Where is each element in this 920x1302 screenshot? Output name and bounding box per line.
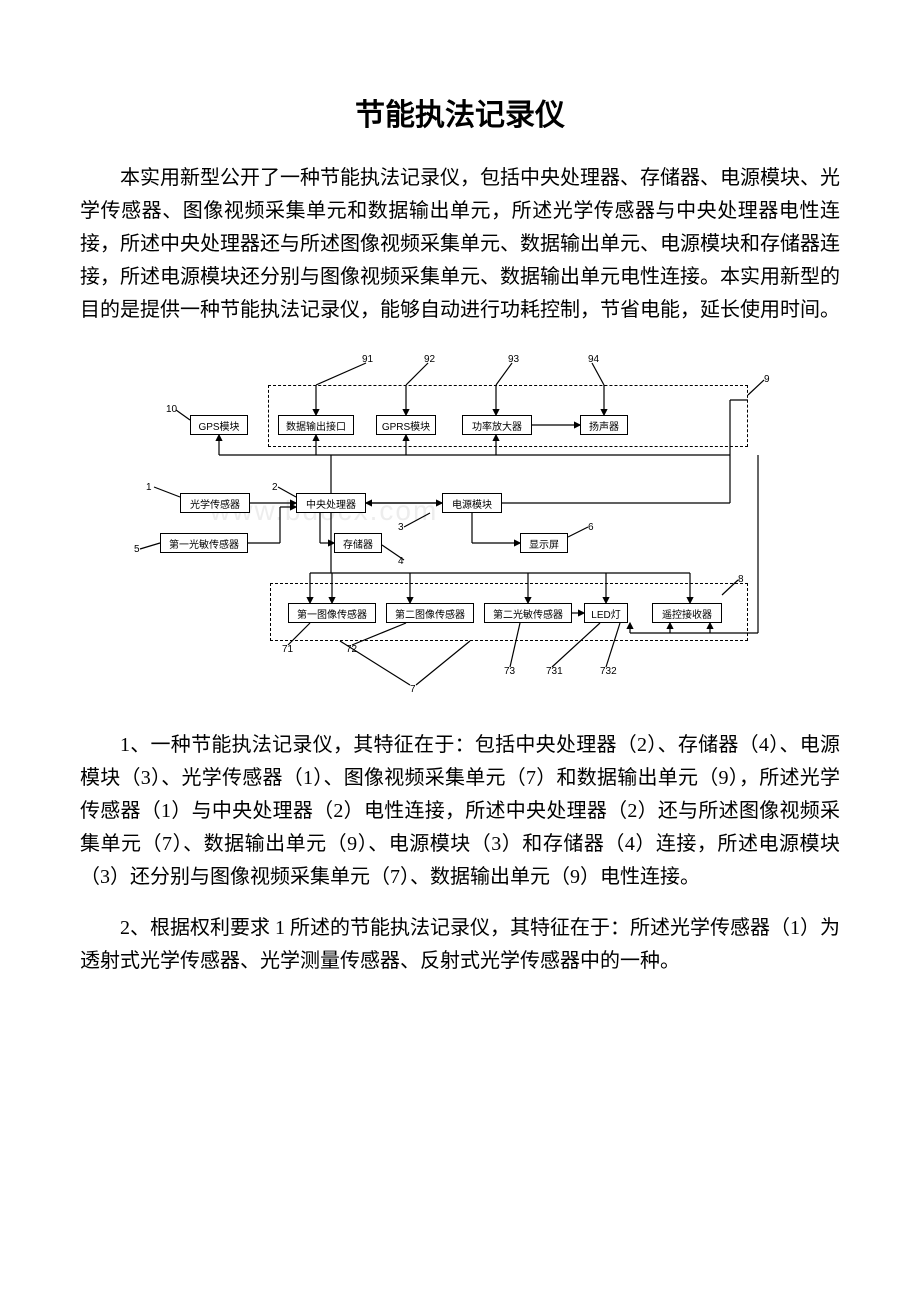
ref-93: 93 xyxy=(508,355,519,365)
abstract-paragraph: 本实用新型公开了一种节能执法记录仪，包括中央处理器、存储器、电源模块、光学传感器… xyxy=(80,162,840,327)
node-spk: 扬声器 xyxy=(580,415,628,435)
ref-7: 7 xyxy=(410,685,416,695)
ref-4: 4 xyxy=(398,557,404,567)
ref-1: 1 xyxy=(146,483,152,493)
node-photo1: 第一光敏传感器 xyxy=(160,533,248,553)
node-img1: 第一图像传感器 xyxy=(288,603,376,623)
ref-10: 10 xyxy=(166,405,177,415)
ref-94: 94 xyxy=(588,355,599,365)
node-gps: GPS模块 xyxy=(190,415,248,435)
node-store: 存储器 xyxy=(334,533,382,553)
ref-6: 6 xyxy=(588,523,594,533)
node-power: 电源模块 xyxy=(442,493,502,513)
node-img2: 第二图像传感器 xyxy=(386,603,474,623)
ref-731: 731 xyxy=(546,667,563,677)
ref-9: 9 xyxy=(764,375,770,385)
node-disp: 显示屏 xyxy=(520,533,568,553)
ref-8: 8 xyxy=(738,575,744,585)
ref-73: 73 xyxy=(504,667,515,677)
ref-5: 5 xyxy=(134,545,140,555)
ref-91: 91 xyxy=(362,355,373,365)
node-dataout: 数据输出接口 xyxy=(278,415,354,435)
ref-2: 2 xyxy=(272,483,278,493)
node-optical: 光学传感器 xyxy=(180,493,250,513)
claim-2: 2、根据权利要求 1 所述的节能执法记录仪，其特征在于：所述光学传感器（1）为透… xyxy=(80,912,840,978)
node-amp: 功率放大器 xyxy=(462,415,532,435)
node-gprs: GPRS模块 xyxy=(376,415,436,435)
node-photo2: 第二光敏传感器 xyxy=(484,603,572,623)
block-diagram: www.bdocx.com GPS模块 数据输出接口 GPRS模块 功率放大器 … xyxy=(110,345,810,705)
doc-title: 节能执法记录仪 xyxy=(80,90,840,134)
ref-732: 732 xyxy=(600,667,617,677)
ref-3: 3 xyxy=(398,523,404,533)
claim-1: 1、一种节能执法记录仪，其特征在于：包括中央处理器（2）、存储器（4）、电源模块… xyxy=(80,729,840,894)
node-cpu: 中央处理器 xyxy=(296,493,366,513)
ref-92: 92 xyxy=(424,355,435,365)
ref-72: 72 xyxy=(346,645,357,655)
node-led: LED灯 xyxy=(584,603,628,623)
node-remote: 遥控接收器 xyxy=(652,603,722,623)
ref-71: 71 xyxy=(282,645,293,655)
